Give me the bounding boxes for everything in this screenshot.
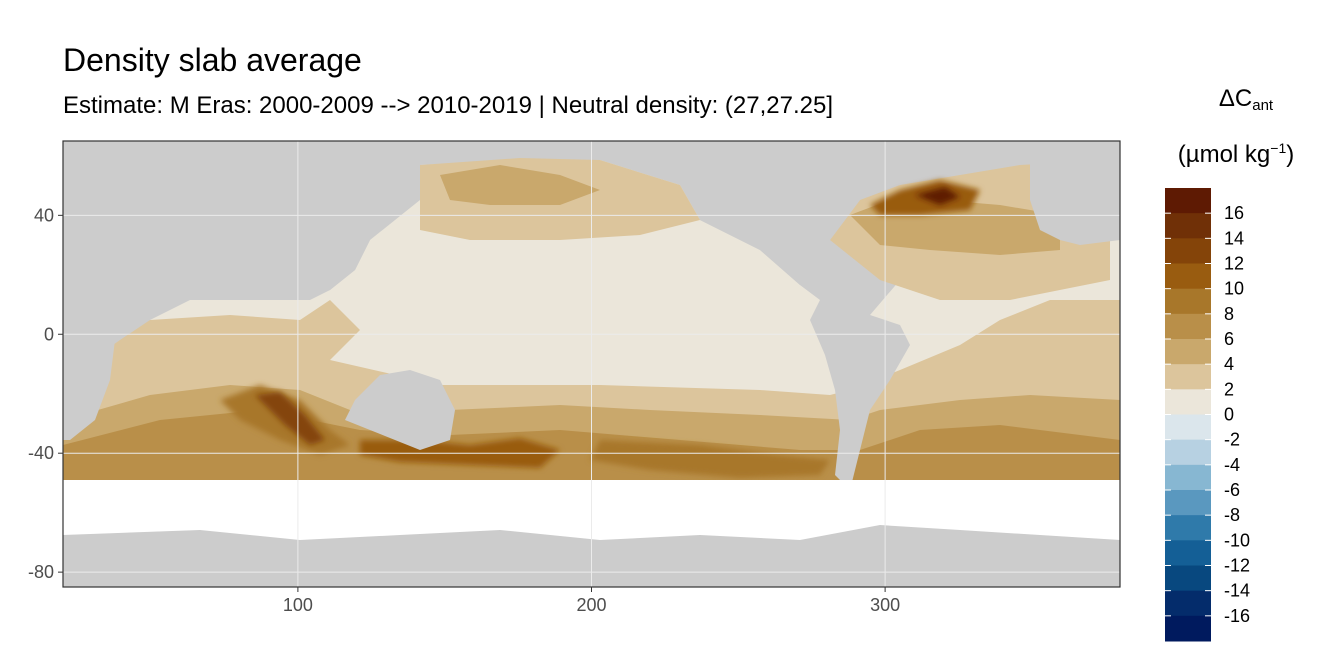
legend-label: 10 [1224,279,1244,299]
legend-swatch [1165,515,1211,541]
legend-title-unit-end: ) [1286,141,1295,168]
legend-swatch [1165,188,1211,214]
legend-label: -4 [1224,455,1240,475]
legend-swatch [1165,540,1211,566]
ocean-zone-kuroshio [440,165,600,205]
legend-label: 12 [1224,254,1244,274]
legend-swatch [1165,213,1211,239]
land-asia [300,141,420,300]
legend-label: 14 [1224,228,1244,248]
legend-label: 4 [1224,354,1234,374]
legend-swatch [1165,414,1211,441]
y-tick-label: 0 [44,324,54,344]
legend-title-superscript: −1 [1270,140,1287,156]
x-tick-label: 100 [283,595,313,615]
y-tick-label: -40 [28,443,54,463]
legend-label: -6 [1224,480,1240,500]
legend-swatch [1165,339,1211,365]
legend-label: -8 [1224,505,1240,525]
legend-label: 2 [1224,379,1234,399]
ocean-zone-labrador-core [915,187,960,205]
legend-swatch [1165,439,1211,466]
legend-swatch [1165,389,1211,415]
legend-swatch [1165,364,1211,390]
legend-label: -12 [1224,556,1250,576]
legend-label: -14 [1224,581,1250,601]
legend-swatch [1165,565,1211,592]
grid [63,141,1120,587]
legend-label: 0 [1224,405,1234,425]
legend-swatch [1165,288,1211,315]
legend-title-symbol: ΔC [1218,85,1253,112]
legend-label: 16 [1224,203,1244,223]
legend-label: 6 [1224,329,1234,349]
land-north-america [680,141,900,285]
legend-label: -2 [1224,430,1240,450]
legend-swatch [1165,313,1211,340]
ocean-zone-indian-hotspot-core [255,392,325,445]
chart-subtitle: Estimate: M Eras: 2000-2009 --> 2010-201… [63,92,833,119]
legend-title: ΔCant (µmol kg−1) [1160,82,1320,172]
x-tick-label: 200 [576,595,606,615]
legend-label: -16 [1224,606,1250,626]
legend-swatch [1165,590,1211,617]
land-europe-africa-east [1030,141,1120,245]
y-tick-label: -80 [28,562,54,582]
legend-title-unit: (µmol kg [1177,141,1271,168]
legend-colorbar: 16 14 12 10 8 6 4 2 0 -2 -4 -6 -8 -10 -12 -14 -16 [1165,188,1250,642]
legend-label: -10 [1224,530,1250,550]
legend-title-subscript: ant [1252,97,1274,114]
ocean-zone-south-pacific-belt [590,440,830,478]
chart-title: Density slab average [63,42,362,78]
legend-swatch [1165,490,1211,516]
y-tick-label: 40 [34,205,54,225]
legend-swatch [1165,263,1211,290]
map-panel [63,141,1120,587]
land-australia [345,370,455,450]
legend-swatch [1165,464,1211,491]
legend-label: 8 [1224,304,1234,324]
legend-swatch [1165,615,1211,642]
legend-swatch [1165,238,1211,264]
x-tick-label: 300 [870,595,900,615]
